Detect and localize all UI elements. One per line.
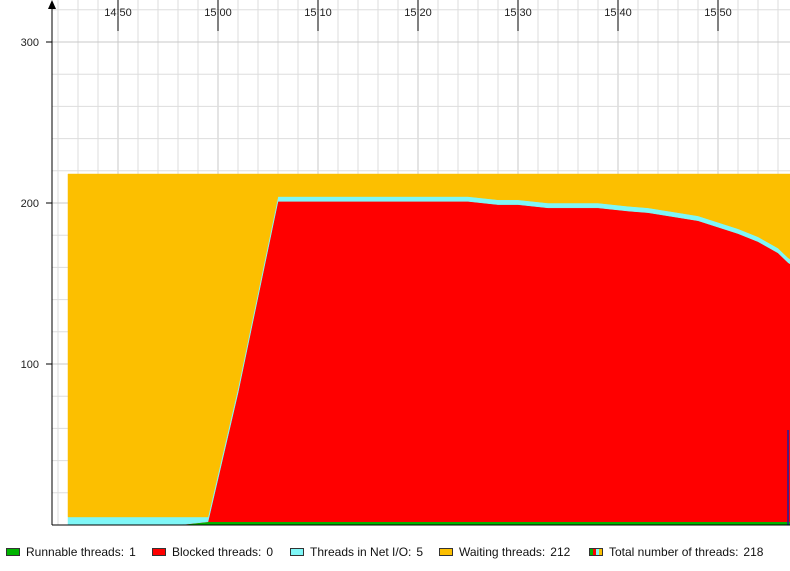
x-tick-label: 15:20	[404, 7, 432, 19]
legend-swatch	[589, 548, 603, 556]
legend-value: 212	[550, 545, 571, 559]
y-axis-arrow	[48, 0, 56, 9]
x-tick-label: 15:10	[304, 7, 332, 19]
x-tick-label: 15:30	[504, 7, 532, 19]
legend-value: 1	[129, 545, 136, 559]
legend-label: Threads in Net I/O:	[310, 545, 412, 559]
chart-areas	[67, 173, 790, 526]
chart-axes	[46, 0, 790, 526]
chart-legend: Runnable threads: 1 Blocked threads: 0 T…	[0, 527, 790, 571]
x-tick-label: 15:50	[704, 7, 732, 19]
legend-item-blocked: Blocked threads: 0	[152, 545, 273, 559]
legend-value: 0	[266, 545, 274, 559]
y-tick-label: 100	[21, 359, 39, 371]
legend-item-runnable: Runnable threads: 1	[6, 545, 136, 559]
legend-swatch	[290, 548, 304, 556]
legend-label: Blocked threads:	[172, 545, 262, 559]
chart-tick-labels: 14:50 15:00 15:10 15:20 15:30 15:40 15:50 100 20…	[21, 7, 732, 371]
legend-item-netio: Threads in Net I/O: 5	[290, 545, 423, 559]
x-tick-label: 15:40	[604, 7, 632, 19]
legend-item-waiting: Waiting threads: 212	[439, 545, 570, 559]
area-series-waiting	[67, 173, 790, 518]
legend-label: Waiting threads:	[459, 545, 546, 559]
legend-value: 218	[743, 545, 764, 559]
legend-value: 5	[416, 545, 424, 559]
thread-chart: 14:50 15:00 15:10 15:20 15:30 15:40 15:50 100 20…	[21, 0, 790, 526]
y-tick-label: 300	[21, 37, 39, 49]
x-tick-label: 14:50	[104, 7, 132, 19]
legend-label: Total number of threads:	[609, 545, 739, 559]
legend-label: Runnable threads:	[26, 545, 125, 559]
legend-item-total: Total number of threads: 218	[589, 545, 763, 559]
x-tick-label: 15:00	[204, 7, 232, 19]
legend-swatch	[6, 548, 20, 556]
legend-swatch	[152, 548, 166, 556]
y-tick-label: 200	[21, 198, 39, 210]
legend-swatch	[439, 548, 453, 556]
